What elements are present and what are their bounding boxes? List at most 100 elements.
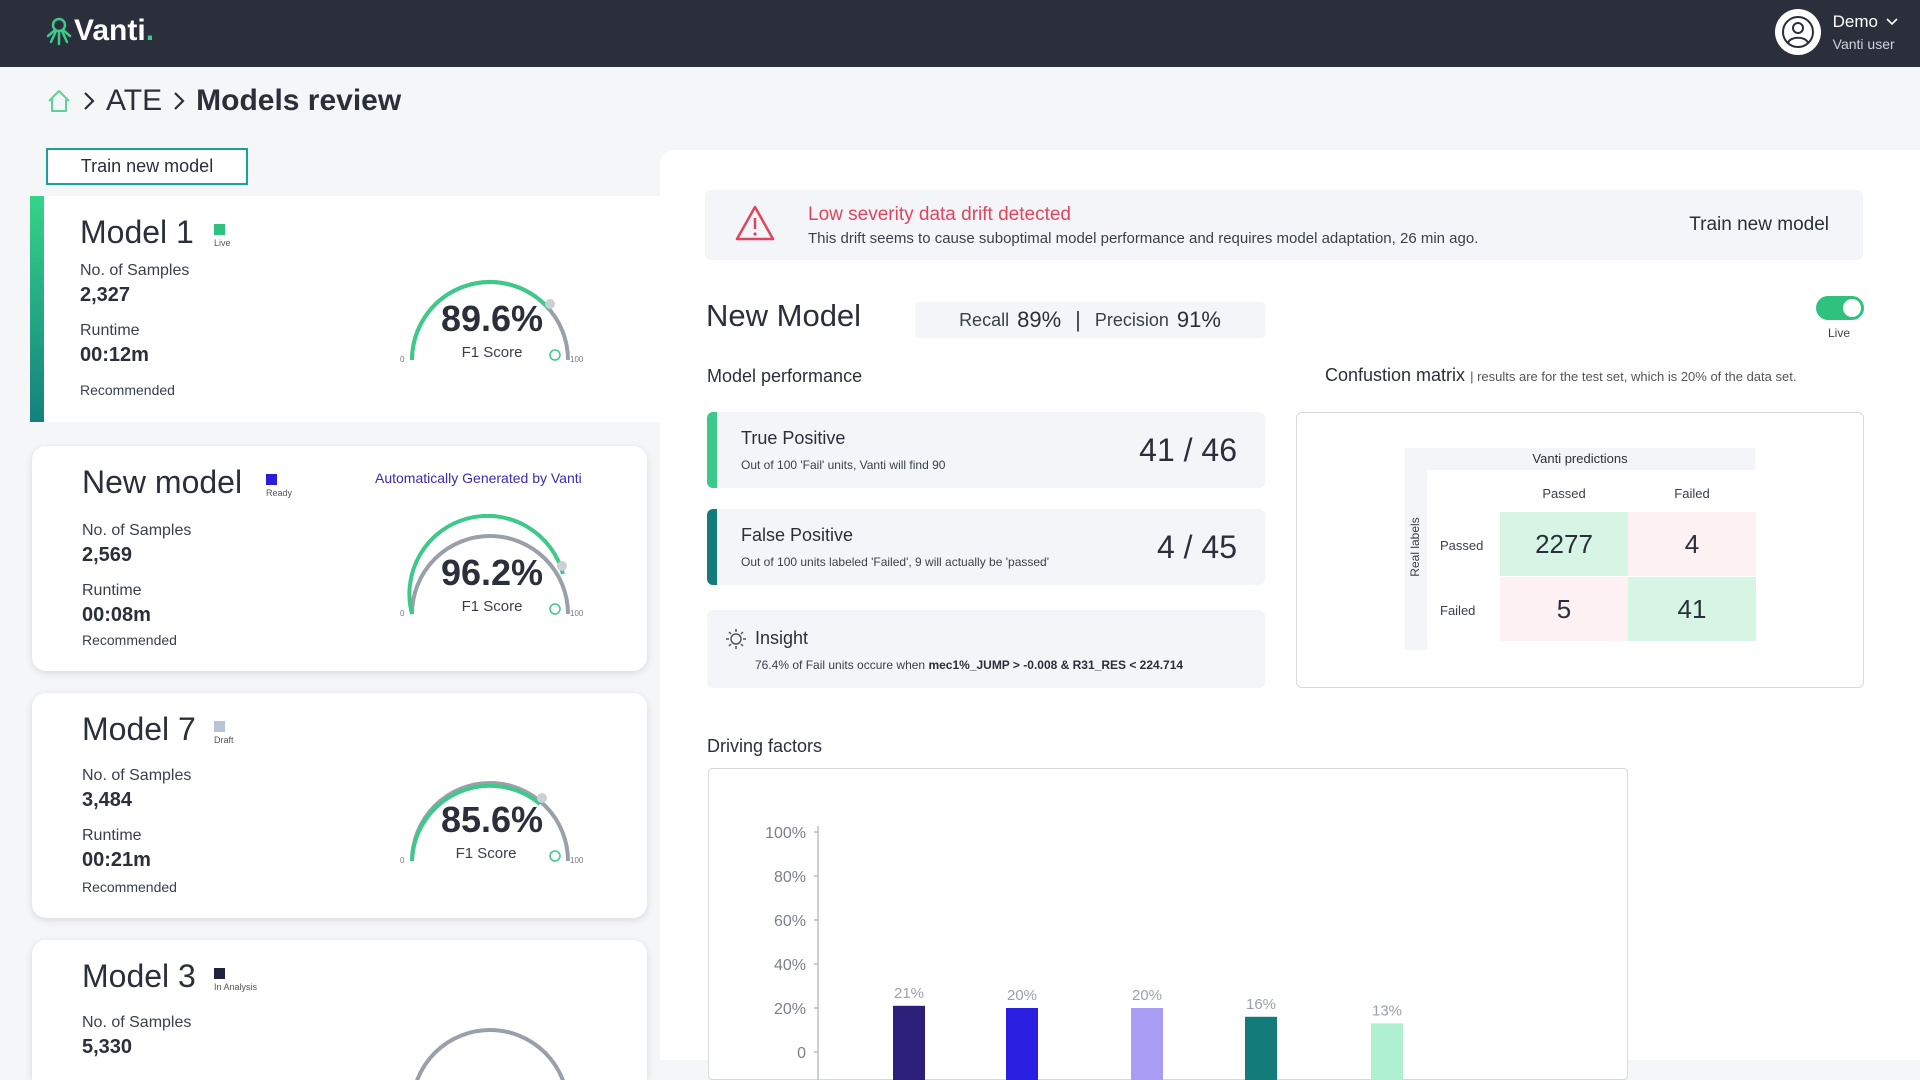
column-label-passed: Passed: [1542, 486, 1586, 501]
status-square: [266, 474, 277, 485]
card-accent: [707, 412, 717, 488]
gauge-max: 100: [570, 856, 584, 865]
insight-rule: mec1%_JUMP > -0.008 & R31_RES < 224.714: [928, 658, 1184, 672]
f1-score-label: F1 Score: [461, 598, 523, 615]
insight-desc-prefix: 76.4% of Fail units occure when: [755, 658, 929, 672]
recall-value: 89%: [1017, 307, 1062, 332]
bar: [1131, 1008, 1163, 1080]
bar-label: 16%: [1246, 996, 1276, 1013]
breadcrumb-ate[interactable]: ATE: [106, 84, 163, 117]
chevron-right-icon: [84, 92, 95, 110]
bar: [1245, 1016, 1277, 1080]
gauge-arc: [415, 1028, 565, 1080]
samples-label: No. of Samples: [82, 1014, 192, 1031]
lightbulb-icon: [726, 629, 746, 649]
runtime-label: Runtime: [82, 827, 142, 844]
card-value: 4 / 45: [1156, 529, 1237, 565]
predictions-axis-title: Vanti predictions: [1405, 448, 1755, 470]
auto-generated-label: Automatically Generated by Vanti: [375, 470, 582, 486]
status-badge: Ready: [266, 474, 292, 498]
samples-label: No. of Samples: [82, 767, 192, 784]
live-toggle[interactable]: [1816, 296, 1864, 320]
model-card-model-7[interactable]: Model 7 Draft No. of Samples 3,484 Runti…: [32, 693, 647, 918]
bar-label: 20%: [1132, 987, 1162, 1004]
driving-factors-title: Driving factors: [707, 736, 823, 756]
model-name: Model 3: [82, 958, 196, 994]
precision-label: Precision: [1094, 309, 1169, 330]
row-label-passed: Passed: [1440, 538, 1484, 553]
octopus-logo-icon: [46, 17, 72, 46]
gauge-arc: [410, 781, 570, 862]
alert-train-new-model-button[interactable]: Train new model: [1689, 214, 1829, 235]
runtime-value: 00:08m: [82, 604, 151, 626]
insight-description: 76.4% of Fail units occure when mec1%_JU…: [755, 658, 1183, 672]
recommended-label: Recommended: [80, 382, 175, 398]
new-model-title: New Model: [706, 298, 862, 333]
gauge-min: 0: [400, 856, 405, 865]
driving-factors-chart-frame: [708, 768, 1628, 1080]
model-name: Model 7: [82, 711, 196, 747]
avatar[interactable]: [1774, 9, 1821, 55]
model-card-model-1[interactable]: Model 1 Live No. of Samples 2,327 Runtim…: [30, 196, 660, 422]
row-label-failed: Failed: [1440, 603, 1476, 618]
confusion-matrix-note: | results are for the test set, which is…: [1470, 369, 1797, 384]
runtime-value: 00:12m: [80, 344, 149, 366]
f1-gauge: 0 100 96.2% F1 Score: [370, 513, 610, 634]
model-performance-title: Model performance: [707, 366, 863, 386]
user-role: Vanti user: [1832, 36, 1895, 52]
y-tick-label: 0: [797, 1045, 806, 1062]
column-label-failed: Failed: [1674, 486, 1710, 501]
samples-label: No. of Samples: [80, 262, 190, 279]
model-card-new-model[interactable]: New model Ready Automatically Generated …: [32, 446, 647, 671]
home-icon[interactable]: [46, 88, 72, 114]
f1-score-value: 89.6%: [440, 298, 544, 339]
insight-title: Insight: [755, 628, 809, 648]
model-name: New model: [82, 464, 243, 500]
gauge-min: 0: [400, 609, 405, 618]
train-new-model-button[interactable]: Train new model: [46, 148, 248, 185]
gauge-max: 100: [570, 609, 584, 618]
breadcrumb: ATE Models review: [46, 84, 401, 118]
card-description: Out of 100 units labeled 'Failed', 9 wil…: [741, 555, 1050, 569]
chevron-down-icon[interactable]: [1886, 18, 1898, 26]
cm-cell-tn: 2277: [1500, 512, 1628, 576]
status-label: In Analysis: [214, 982, 258, 992]
samples-value: 5,330: [82, 1036, 133, 1058]
chevron-right-icon: [174, 92, 185, 110]
y-tick-label: 40%: [774, 957, 806, 974]
f1-score-label: F1 Score: [461, 344, 523, 361]
y-tick-label: 60%: [774, 913, 806, 930]
samples-label: No. of Samples: [82, 522, 192, 539]
runtime-label: Runtime: [80, 322, 140, 339]
vanti-logo[interactable]: Vanti.: [46, 14, 154, 48]
model-name: Model 1: [80, 214, 194, 250]
gauge-arc: [410, 280, 570, 361]
driving-factors-chart: 100% 80% 60% 40% 20% 0 21% 20% 20% 16% 13%: [765, 825, 1403, 1080]
status-badge: In Analysis: [214, 968, 257, 992]
confusion-matrix-title: Confustion matrix: [1325, 365, 1466, 385]
y-tick-label: 100%: [765, 825, 806, 842]
card-value: 41 / 46: [1139, 432, 1237, 468]
user-menu[interactable]: Demo Vanti user: [1774, 9, 1898, 55]
metrics-separator: |: [1075, 307, 1081, 332]
user-icon: [1781, 16, 1814, 48]
status-square: [214, 721, 225, 732]
status-square: [214, 224, 225, 235]
recall-label: Recall: [959, 309, 1010, 330]
bar: [893, 1005, 925, 1080]
f1-score-label: F1 Score: [455, 845, 517, 862]
cm-cell-fn: 5: [1500, 577, 1628, 641]
samples-value: 2,327: [80, 284, 131, 306]
cm-cell-fp: 4: [1628, 512, 1756, 576]
f1-score-value: 85.6%: [440, 799, 544, 840]
status-label: Live: [214, 238, 231, 248]
status-label: Draft: [214, 735, 234, 745]
f1-score-value: 96.2%: [440, 552, 544, 593]
card-accent: [707, 509, 717, 585]
gauge-max: 100: [570, 355, 584, 364]
false-positive-card: False Positive Out of 100 units labeled …: [707, 509, 1265, 585]
insight-card: Insight 76.4% of Fail units occure when …: [707, 610, 1265, 688]
bar: [1371, 1023, 1403, 1080]
model-card-model-3[interactable]: Model 3 In Analysis No. of Samples 5,330: [32, 940, 647, 1080]
bar-label: 20%: [1007, 987, 1037, 1004]
